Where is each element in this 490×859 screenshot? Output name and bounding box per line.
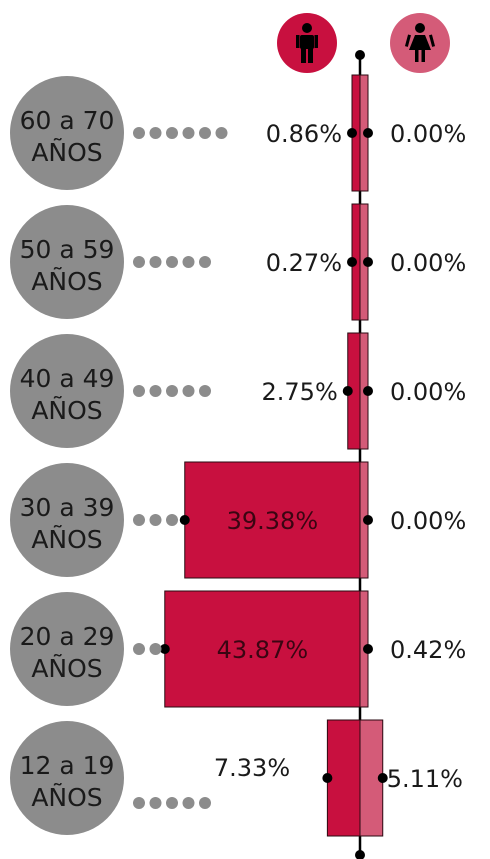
bar-end-dot (179, 515, 190, 525)
age-group-circle (10, 334, 124, 448)
leader-dot (166, 127, 178, 139)
male-value-label: 43.87% (217, 636, 309, 664)
bar-end-dot (159, 644, 170, 654)
age-group-range: 30 a 39 (20, 493, 115, 522)
bar-end-dot (363, 644, 373, 654)
male-value-label: 7.33% (214, 754, 290, 782)
age-group-unit: AÑOS (31, 137, 102, 167)
leader-dot (149, 797, 162, 809)
leader-dot (182, 256, 195, 268)
age-group-circle (10, 76, 124, 190)
leader-dot (133, 643, 145, 655)
female-value-label: 0.42% (390, 636, 466, 664)
age-group-unit: AÑOS (31, 782, 102, 812)
age-group-unit: AÑOS (31, 266, 102, 296)
leader-dot (149, 643, 162, 655)
leader-dot (133, 385, 145, 397)
male-value-label: 0.27% (266, 249, 342, 277)
leader-dot (199, 385, 211, 397)
male-value-label: 2.75% (262, 378, 338, 406)
leader-dot (133, 514, 145, 526)
female-value-label: 0.00% (390, 249, 466, 277)
leader-dot (166, 256, 178, 268)
leader-dot (215, 127, 228, 139)
leader-dot (166, 385, 178, 397)
leader-dot (182, 385, 195, 397)
bar-end-dot (322, 773, 333, 783)
male-value-label: 39.38% (227, 507, 319, 535)
leader-dot (199, 797, 211, 809)
bar-end-dot (363, 386, 373, 396)
female-value-label: 0.00% (390, 120, 466, 148)
leader-dot (182, 127, 195, 139)
age-group-range: 12 a 19 (20, 751, 115, 780)
leader-dot (133, 256, 145, 268)
age-group-circle (10, 463, 124, 577)
bar-male (326, 719, 361, 837)
age-group-unit: AÑOS (31, 395, 102, 425)
bar-end-dot (342, 386, 353, 396)
leader-dot (149, 385, 162, 397)
leader-dot (182, 797, 195, 809)
female-value-label: 0.00% (390, 378, 466, 406)
leader-dot (149, 127, 162, 139)
bar-end-dot (347, 257, 357, 267)
leader-dot (199, 256, 211, 268)
age-group-range: 50 a 59 (20, 235, 115, 264)
age-group-unit: AÑOS (31, 524, 102, 554)
bar-end-dot (363, 515, 373, 525)
axis-bottom-dot (355, 850, 365, 859)
leader-dot (133, 797, 145, 809)
male-value-label: 0.86% (266, 120, 342, 148)
age-group-range: 40 a 49 (20, 364, 115, 393)
bar-end-dot (363, 257, 373, 267)
male-icon (277, 13, 337, 73)
leader-dot (166, 514, 178, 526)
age-group-circle (10, 205, 124, 319)
female-value-label: 0.00% (390, 507, 466, 535)
leader-dot (149, 256, 162, 268)
age-group-range: 20 a 29 (20, 622, 115, 651)
axis-top-dot (355, 50, 365, 60)
leader-dot (133, 127, 145, 139)
bar-male (184, 461, 361, 579)
age-group-circle (10, 592, 124, 706)
age-group-unit: AÑOS (31, 653, 102, 683)
age-group-range: 60 a 70 (20, 106, 115, 135)
female-value-label: 5.11% (387, 765, 463, 793)
female-icon (390, 13, 450, 73)
bar-end-dot (363, 128, 373, 138)
bar-end-dot (347, 128, 357, 138)
age-group-circle (10, 721, 124, 835)
bar-end-dot (377, 773, 388, 783)
leader-dot (149, 514, 162, 526)
leader-dot (199, 127, 211, 139)
leader-dot (166, 797, 178, 809)
